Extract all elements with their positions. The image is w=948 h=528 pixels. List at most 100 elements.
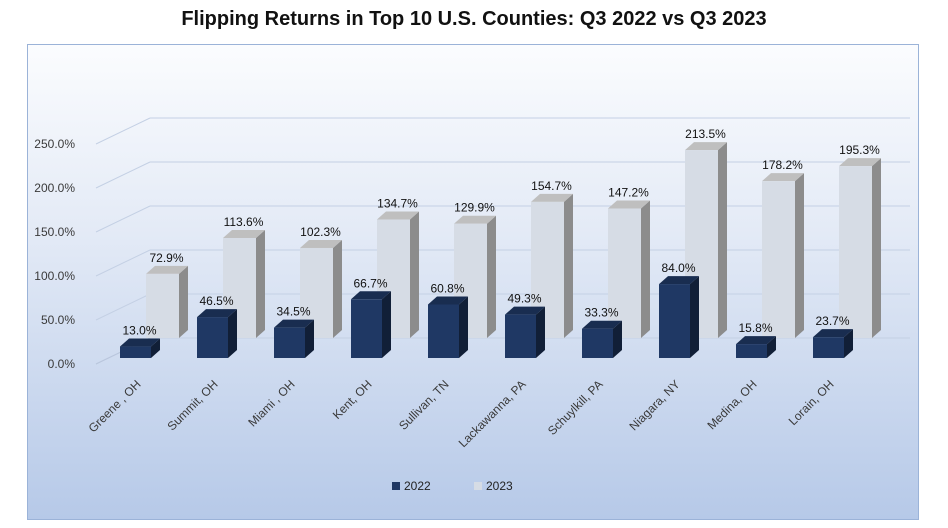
bar-2022-top [505, 306, 545, 315]
bar-2023-side [333, 239, 342, 338]
x-category-label: Lorain, OH [786, 377, 837, 428]
data-label-2022: 34.5% [276, 305, 310, 319]
bar-2023 [762, 181, 795, 338]
bar-2023-top [454, 215, 496, 224]
bar-2023-top [531, 193, 573, 202]
data-label-2023: 195.3% [839, 143, 880, 157]
data-label-2023: 102.3% [300, 225, 341, 239]
bar-2022-top [582, 320, 622, 329]
bar-2022-side [459, 296, 468, 358]
bar-2022 [736, 344, 767, 358]
bar-2022-side [844, 329, 853, 358]
data-label-2023: 129.9% [454, 201, 495, 215]
x-category-label: Kent, OH [330, 377, 375, 422]
x-category-label: Sullivan, TN [396, 377, 451, 432]
bar-2023-side [795, 173, 804, 338]
bar-2023-top [300, 239, 342, 248]
bar-2022-side [767, 336, 776, 358]
legend-label-2022: 2022 [404, 479, 431, 493]
legend-swatch-2022 [392, 482, 400, 490]
bar-2022 [197, 317, 228, 358]
bar-2023-top [762, 173, 804, 182]
data-label-2022: 66.7% [353, 276, 387, 290]
y-tick-label: 50.0% [41, 313, 75, 327]
x-category-label: Miami , OH [245, 377, 297, 429]
bar-2023-side [718, 142, 727, 338]
data-label-2023: 134.7% [377, 196, 418, 210]
data-label-2022: 23.7% [815, 314, 849, 328]
data-label-2022: 84.0% [661, 261, 695, 275]
bar-2022 [120, 346, 151, 358]
bar-2023 [608, 208, 641, 338]
gridline-depth [95, 117, 151, 145]
bar-2023-top [685, 142, 727, 151]
bar-2022 [274, 327, 305, 358]
y-tick-label: 150.0% [34, 225, 75, 239]
bar-2022-top [428, 296, 468, 305]
bar-2022-side [690, 276, 699, 358]
chart-title: Flipping Returns in Top 10 U.S. Counties… [181, 8, 767, 30]
data-label-2023: 154.7% [531, 179, 572, 193]
bar-2022 [659, 284, 690, 358]
bar-2022-top [197, 309, 237, 318]
data-label-2023: 113.6% [224, 215, 264, 229]
bar-2023-side [564, 193, 573, 338]
bar-2022-side [382, 291, 391, 358]
legend-label-2023: 2023 [486, 479, 513, 493]
x-category-label: Schuylkill, PA [545, 377, 606, 438]
data-label-2023: 213.5% [685, 127, 726, 141]
bar-2023-top [608, 200, 650, 209]
data-label-2022: 13.0% [122, 324, 156, 338]
bar-2022-top [274, 319, 314, 328]
bar-2022 [505, 314, 536, 358]
bar-2022-side [151, 338, 160, 358]
bar-2023-side [256, 230, 265, 338]
y-tick-label: 250.0% [34, 137, 75, 151]
bar-2022 [813, 337, 844, 358]
bar-2022-top [736, 336, 776, 345]
data-label-2022: 60.8% [430, 281, 464, 295]
bar-2023-top [146, 265, 188, 274]
bar-2022-side [613, 320, 622, 358]
legend-swatch-2023 [474, 482, 482, 490]
data-label-2022: 33.3% [584, 306, 618, 320]
bar-2022-top [659, 276, 699, 285]
bar-2022-top [120, 338, 160, 347]
bar-2022-top [813, 329, 853, 338]
data-label-2023: 72.9% [149, 251, 183, 265]
y-tick-label: 200.0% [34, 181, 75, 195]
gridline-depth [95, 205, 151, 233]
bar-2023-side [872, 158, 881, 338]
bar-2023 [146, 273, 179, 338]
x-category-label: Summit, OH [165, 377, 221, 433]
bar-2023-side [641, 200, 650, 338]
bar-2023 [839, 166, 872, 338]
bar-2022-top [351, 291, 391, 300]
gridline-depth [95, 249, 151, 277]
x-category-label: Lackawanna, PA [456, 377, 529, 450]
bar-2022-side [228, 309, 237, 358]
bar-2023-side [410, 211, 419, 338]
bar-2022 [351, 299, 382, 358]
data-label-2022: 49.3% [507, 292, 541, 306]
data-label-2022: 15.8% [738, 321, 772, 335]
gridline-depth [95, 293, 151, 321]
data-label-2023: 147.2% [608, 185, 649, 199]
gridline-depth [95, 161, 151, 189]
bar-2022-side [305, 319, 314, 358]
bar-2023-side [487, 215, 496, 338]
bar-2022 [428, 304, 459, 358]
x-category-label: Niagara, NY [626, 377, 682, 433]
y-tick-label: 0.0% [48, 357, 76, 371]
bar-2023-top [839, 158, 881, 167]
bar-2023-side [179, 265, 188, 338]
bar-2023-top [223, 230, 265, 239]
bar-2022-side [536, 306, 545, 358]
bar-2023-top [377, 211, 419, 220]
x-category-label: Greene , OH [86, 377, 144, 435]
y-tick-label: 100.0% [34, 269, 75, 283]
x-category-label: Medina, OH [704, 377, 759, 432]
data-label-2023: 178.2% [762, 158, 803, 172]
bar-2022 [582, 328, 613, 358]
